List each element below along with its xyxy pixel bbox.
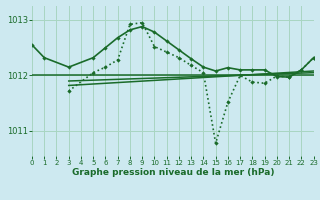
X-axis label: Graphe pression niveau de la mer (hPa): Graphe pression niveau de la mer (hPa) bbox=[72, 168, 274, 177]
